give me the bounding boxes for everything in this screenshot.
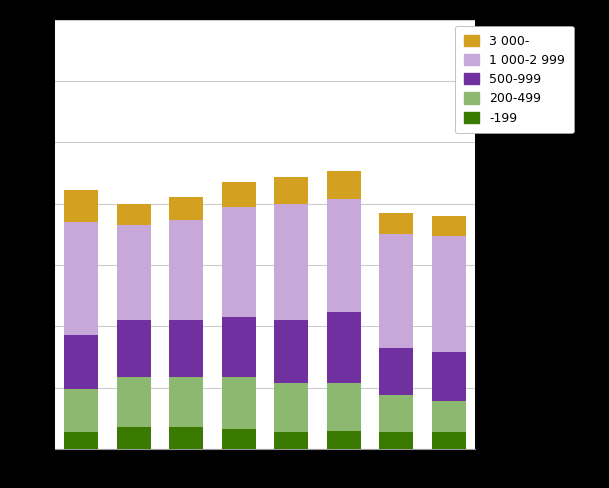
Bar	[64, 222, 98, 335]
Bar	[274, 178, 308, 203]
Bar	[222, 317, 256, 377]
Bar	[64, 335, 98, 389]
Bar	[274, 320, 308, 383]
Bar	[64, 190, 98, 222]
Legend: 3 000-, 1 000-2 999, 500-999, 200-499, -199: 3 000-, 1 000-2 999, 500-999, 200-499, -…	[456, 26, 574, 133]
Bar	[432, 236, 466, 352]
Bar	[326, 199, 361, 312]
Bar	[379, 348, 414, 395]
Bar	[169, 377, 203, 427]
Bar	[169, 221, 203, 320]
Bar	[326, 383, 361, 430]
Bar	[432, 432, 466, 449]
Bar	[379, 234, 414, 348]
Bar	[274, 383, 308, 432]
Bar	[116, 203, 150, 225]
Bar	[379, 213, 414, 234]
Bar	[432, 216, 466, 236]
Bar	[169, 198, 203, 221]
Bar	[116, 225, 150, 320]
Bar	[222, 377, 256, 429]
Bar	[432, 352, 466, 402]
Bar	[116, 427, 150, 449]
Bar	[326, 430, 361, 449]
Bar	[222, 182, 256, 206]
Bar	[169, 320, 203, 377]
Bar	[116, 377, 150, 427]
Bar	[326, 312, 361, 383]
Bar	[64, 432, 98, 449]
Bar	[326, 171, 361, 199]
Bar	[169, 427, 203, 449]
Bar	[432, 402, 466, 432]
Bar	[222, 429, 256, 449]
Bar	[64, 389, 98, 432]
Bar	[116, 320, 150, 377]
Bar	[379, 395, 414, 432]
Bar	[274, 203, 308, 320]
Bar	[222, 206, 256, 317]
Bar	[274, 432, 308, 449]
Bar	[379, 432, 414, 449]
